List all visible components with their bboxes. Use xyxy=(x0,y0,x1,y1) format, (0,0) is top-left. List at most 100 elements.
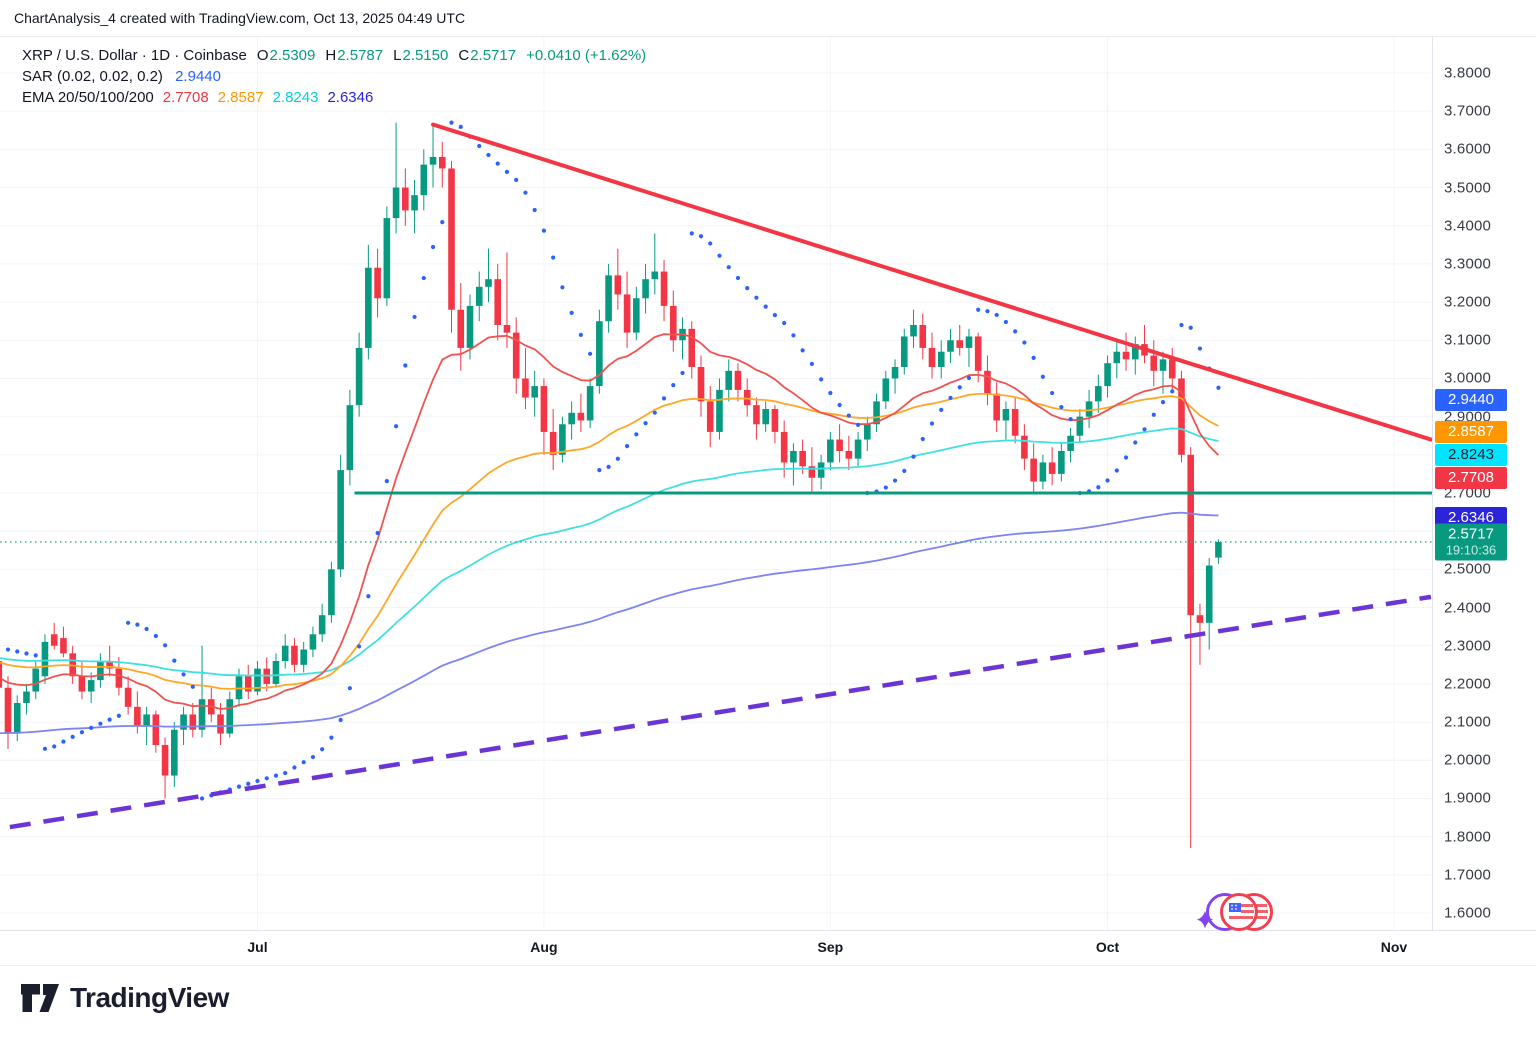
sar-dot xyxy=(1031,355,1036,360)
candle xyxy=(882,378,890,402)
sar-dot xyxy=(1114,468,1119,473)
badge-price-value: 2.5717 xyxy=(1448,525,1494,543)
candle xyxy=(549,431,557,455)
tradingview-logo[interactable]: TradingView xyxy=(20,982,229,1014)
candle xyxy=(365,267,372,348)
candle xyxy=(429,157,437,165)
candle xyxy=(374,267,381,299)
ema-row[interactable]: EMA 20/50/100/200 2.7708 2.8587 2.8243 2.634… xyxy=(22,87,646,108)
sar-dot xyxy=(624,444,630,449)
candle xyxy=(475,286,483,306)
price-tick-label: 2.3000 xyxy=(1444,637,1492,655)
sar-dot xyxy=(403,363,408,368)
candle xyxy=(1196,615,1204,623)
sar-dot xyxy=(144,626,149,632)
candle xyxy=(152,714,160,745)
sar-dot xyxy=(855,422,861,427)
ohlc-letter: C xyxy=(458,47,470,64)
symbol-row[interactable]: XRP / U.S. Dollar · 1D · Coinbase O2.5309… xyxy=(22,45,646,66)
candle xyxy=(808,466,816,478)
candle xyxy=(734,370,742,390)
badge-price-value: 2.8243 xyxy=(1448,446,1494,464)
price-tick-label: 2.2000 xyxy=(1444,675,1492,693)
candle xyxy=(1039,462,1047,482)
price-tick-label: 2.5000 xyxy=(1444,560,1492,578)
sar-dot xyxy=(338,717,343,723)
candle xyxy=(651,271,659,280)
price-tick-label: 3.7000 xyxy=(1444,102,1492,120)
candle xyxy=(623,294,631,333)
sar-dot xyxy=(449,120,454,125)
candle xyxy=(688,328,696,367)
candle xyxy=(1205,565,1213,623)
sar-dot xyxy=(985,309,990,314)
sar-dot xyxy=(1188,325,1193,330)
sar-dot xyxy=(1170,389,1175,394)
time-axis[interactable]: Jul Aug Sep Oct Nov xyxy=(0,930,1536,966)
sar-dot xyxy=(61,739,66,744)
sar-dot xyxy=(1160,400,1166,405)
candle xyxy=(328,569,335,616)
sar-dot xyxy=(52,744,57,749)
sar-dot xyxy=(569,310,574,315)
candle xyxy=(743,389,751,406)
price-tick-label: 3.3000 xyxy=(1444,255,1492,273)
candle xyxy=(965,336,973,348)
sar-dot xyxy=(181,672,186,677)
candle xyxy=(799,451,806,467)
candle xyxy=(725,370,733,390)
candle xyxy=(32,668,40,692)
sar-dot xyxy=(255,778,260,784)
sar-dot xyxy=(809,361,814,366)
sar-dot xyxy=(892,478,898,483)
candle xyxy=(1215,541,1222,558)
sar-dot xyxy=(384,479,389,484)
chart-pane[interactable]: XRP / U.S. Dollar · 1D · Coinbase O2.5309… xyxy=(0,37,1536,931)
chart-canvas[interactable] xyxy=(0,37,1432,930)
sar-dot xyxy=(1022,340,1027,345)
sar-dot xyxy=(283,770,288,776)
sar-dot xyxy=(1003,319,1009,325)
sar-dot xyxy=(643,421,648,426)
sar-dot xyxy=(246,781,251,786)
candle xyxy=(919,325,927,348)
sar-dot xyxy=(551,255,556,260)
candle xyxy=(13,703,21,734)
candle xyxy=(854,439,862,459)
candle xyxy=(1104,363,1111,387)
sar-dot xyxy=(1059,404,1064,410)
candle xyxy=(633,298,640,333)
sar-dot xyxy=(116,713,121,718)
candle xyxy=(827,439,834,463)
resistance-trendline[interactable] xyxy=(431,122,1432,442)
candle xyxy=(189,714,197,730)
ascending-trendline[interactable] xyxy=(9,594,1432,830)
ohlc-value: 2.5309 xyxy=(269,47,316,64)
sar-dot xyxy=(1216,385,1221,390)
candle xyxy=(845,451,853,459)
candle xyxy=(605,275,612,322)
badge-price-value: 2.6346 xyxy=(1448,508,1494,526)
candle xyxy=(873,401,880,425)
sar-dot xyxy=(689,231,694,236)
sar-dot xyxy=(698,234,704,239)
sar-dot xyxy=(107,717,112,722)
candle xyxy=(974,336,982,371)
sar-dot xyxy=(1050,390,1055,396)
sar-row[interactable]: SAR (0.02, 0.02, 0.2) 2.9440 xyxy=(22,66,646,87)
candle xyxy=(448,168,455,310)
candle xyxy=(1113,351,1121,364)
sar-value: 2.9440 xyxy=(175,68,221,85)
candle xyxy=(41,641,49,677)
sar-dot xyxy=(726,265,731,270)
sar-dot xyxy=(661,396,667,401)
candle xyxy=(78,676,86,692)
sar-dot xyxy=(264,776,269,781)
candle xyxy=(180,714,187,730)
candle xyxy=(1021,435,1028,459)
sar-dot xyxy=(541,228,547,233)
sar-dot xyxy=(966,375,972,381)
price-scale[interactable]: 3.8000 3.7000 3.6000 3.5000 3.4000 3.3000 3.20… xyxy=(1432,37,1536,930)
sar-dot xyxy=(357,644,362,649)
